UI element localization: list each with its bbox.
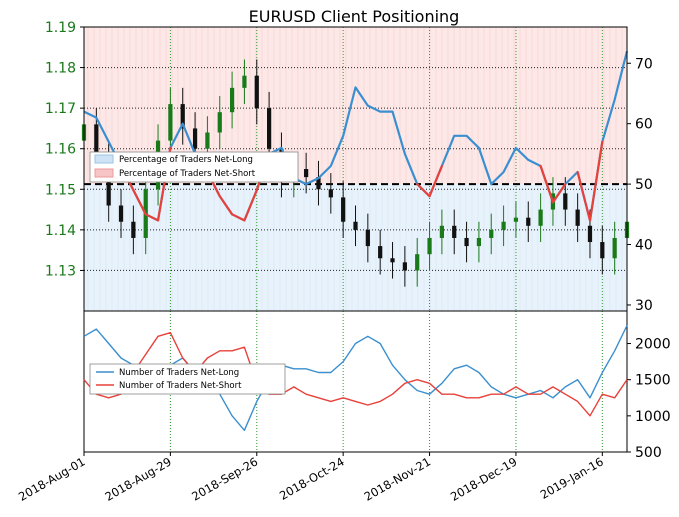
- legend-label: Percentage of Traders Net-Short: [119, 169, 256, 179]
- candle-body: [94, 124, 99, 157]
- candle-body: [476, 237, 482, 247]
- net-long-zone: [84, 184, 627, 311]
- chart-title: EURUSD Client Positioning: [249, 7, 460, 26]
- candle-body: [328, 189, 333, 198]
- candle-body: [254, 75, 259, 109]
- legend-label: Percentage of Traders Net-Long: [119, 155, 253, 165]
- percent-tick-label: 50: [635, 177, 653, 193]
- x-tick-label: 2018-Dec-19: [448, 454, 519, 503]
- candle-body: [402, 262, 407, 271]
- legend-swatch: [94, 154, 114, 164]
- candle-body: [427, 237, 432, 255]
- bottom-panel: 2000 1500 1000 500: [83, 310, 671, 461]
- x-tick-label: 2018-Sep-26: [189, 454, 260, 503]
- candle-body: [180, 104, 185, 129]
- candle-body: [587, 225, 593, 243]
- net-short-percent-segment: [243, 189, 258, 222]
- candle-body: [118, 205, 124, 222]
- candle-body: [242, 75, 247, 88]
- candle-body: [229, 87, 235, 113]
- net-short-percent-segment: [416, 183, 431, 198]
- candle-body: [439, 225, 444, 238]
- percent-tick-label: 70: [635, 56, 653, 72]
- legend-bottom: Number of Traders Net-Long Number of Trad…: [89, 363, 286, 395]
- net-long-count-line: [83, 325, 628, 431]
- price-tick-label: 1.16: [45, 142, 76, 158]
- candle-body: [365, 229, 370, 247]
- net-short-percent-segment: [144, 213, 160, 222]
- price-tick-label: 1.15: [45, 182, 76, 198]
- candle-body: [316, 177, 321, 190]
- net-short-percent-segment: [551, 183, 567, 204]
- count-tick-label: 1500: [635, 373, 671, 389]
- x-tick-label: 2018-Nov-21: [362, 454, 433, 503]
- price-tick-label: 1.13: [45, 263, 76, 279]
- x-axis: 2018-Aug-01 2018-Aug-29 2018-Sep-26 2018-Oc…: [16, 452, 606, 504]
- candle-body: [513, 217, 519, 222]
- count-tick-label: 1000: [635, 409, 671, 425]
- percent-tick-label: 30: [635, 298, 653, 314]
- net-long-percent-line: [83, 50, 629, 222]
- candle-body: [489, 229, 494, 238]
- percent-tick-label: 60: [635, 117, 653, 133]
- candle-body: [452, 225, 457, 238]
- candle-body: [575, 209, 580, 226]
- net-short-percent-segment: [218, 195, 234, 216]
- price-tick-label: 1.14: [45, 223, 76, 239]
- legend-top: Percentage of Traders Net-Long Percentage…: [89, 151, 299, 183]
- legend-label: Number of Traders Net-Long: [119, 368, 239, 378]
- legend-swatch: [94, 168, 114, 178]
- legend-top-box: [89, 151, 299, 183]
- price-tick-label: 1.17: [45, 101, 76, 117]
- count-tick-label: 500: [635, 445, 662, 461]
- candle-body: [612, 237, 617, 259]
- x-tick-label: 2019-Jan-16: [538, 454, 606, 501]
- candle-body: [378, 246, 383, 259]
- bottom-frame: [83, 310, 628, 453]
- net-short-percent-segment: [539, 164, 555, 204]
- x-tick-label: 2018-Oct-24: [277, 454, 347, 502]
- candle-body: [341, 197, 346, 222]
- count-tick-label: 2000: [635, 337, 671, 353]
- x-tick-label: 2018-Aug-01: [16, 454, 87, 503]
- candle-body: [304, 169, 309, 178]
- candle-body: [501, 221, 506, 230]
- candle-body: [205, 132, 210, 149]
- candle-body: [217, 112, 222, 133]
- candle-body: [168, 104, 173, 141]
- candle-body: [131, 221, 136, 238]
- net-short-percent-segment: [230, 213, 246, 222]
- legend-label: Number of Traders Net-Short: [119, 381, 242, 391]
- net-short-percent-segment: [588, 140, 604, 222]
- candle-body: [192, 128, 198, 149]
- candle-body: [538, 209, 543, 226]
- net-short-percent-segment: [576, 170, 592, 222]
- candle-body: [563, 193, 568, 210]
- percent-tick-label: 40: [635, 238, 653, 254]
- candle-body: [600, 242, 605, 259]
- candle-body: [353, 221, 358, 230]
- net-short-percent-segment: [132, 189, 147, 216]
- price-tick-label: 1.18: [45, 61, 76, 77]
- candle-body: [464, 237, 469, 247]
- candle-body: [267, 108, 272, 149]
- x-tick-label: 2018-Aug-29: [102, 454, 173, 503]
- candle-body: [390, 258, 395, 263]
- candle-body: [415, 254, 420, 271]
- candle-body: [526, 217, 531, 226]
- net-short-count-line: [83, 332, 628, 417]
- price-tick-label: 1.19: [45, 20, 76, 36]
- net-short-percent-segment: [428, 164, 443, 198]
- legend-bottom-box: [89, 363, 286, 395]
